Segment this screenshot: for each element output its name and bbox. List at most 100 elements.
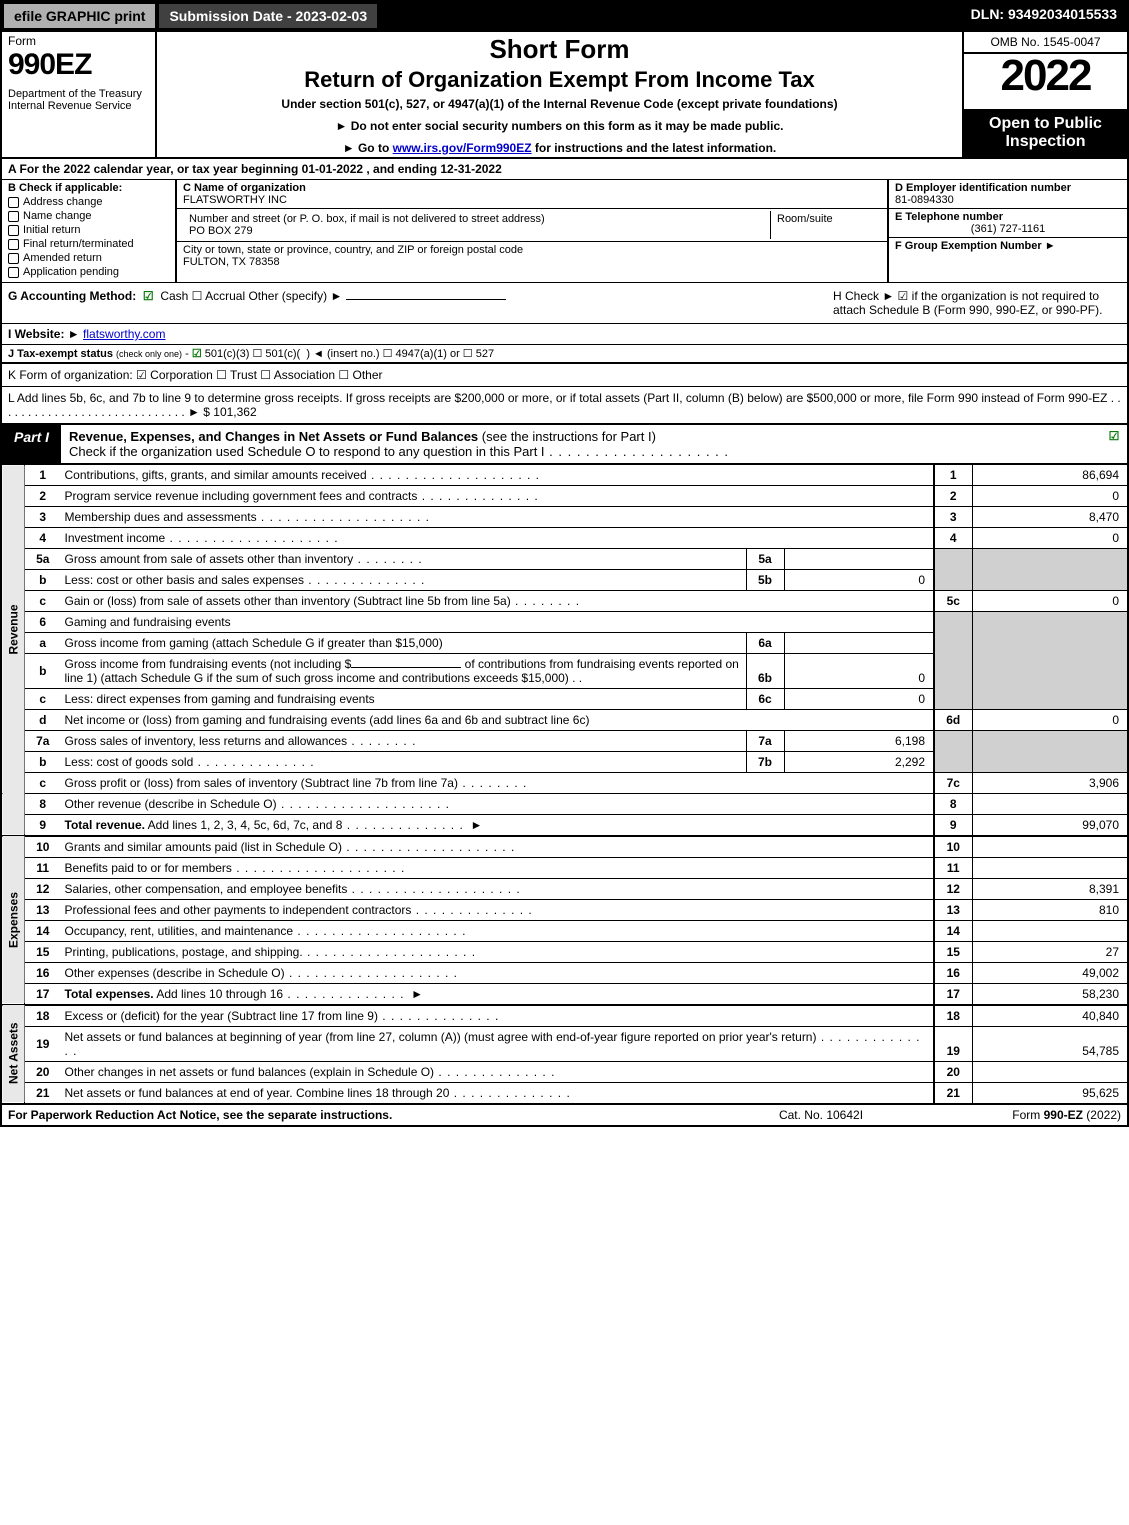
- result-num: 14: [934, 921, 972, 942]
- line-num: b: [25, 654, 61, 689]
- sub-val: 0: [784, 654, 934, 689]
- header-right: OMB No. 1545-0047 2022 Open to Public In…: [962, 32, 1127, 157]
- line-desc: Other changes in net assets or fund bala…: [61, 1062, 935, 1083]
- line-desc: Gaming and fundraising events: [61, 612, 935, 633]
- table-row: 19 Net assets or fund balances at beginn…: [2, 1027, 1127, 1062]
- submission-date-button[interactable]: Submission Date - 2023-02-03: [157, 2, 379, 30]
- table-row: 2 Program service revenue including gove…: [2, 486, 1127, 507]
- line-desc: Printing, publications, postage, and shi…: [61, 942, 935, 963]
- line-num: 15: [25, 942, 61, 963]
- result-val: 58,230: [972, 984, 1127, 1005]
- sub-num: 6c: [746, 689, 784, 710]
- line-num: 12: [25, 879, 61, 900]
- netassets-table: Net Assets 18 Excess or (deficit) for th…: [2, 1004, 1127, 1103]
- table-row: Revenue 1 Contributions, gifts, grants, …: [2, 465, 1127, 486]
- line-num: 10: [25, 836, 61, 858]
- table-row: 5a Gross amount from sale of assets othe…: [2, 549, 1127, 570]
- fill-line[interactable]: [351, 667, 461, 668]
- chk-application-pending[interactable]: Application pending: [8, 266, 169, 278]
- chk-final-return[interactable]: Final return/terminated: [8, 238, 169, 250]
- group-exemption-block: F Group Exemption Number ►: [889, 238, 1127, 254]
- line-desc: Net assets or fund balances at beginning…: [61, 1027, 935, 1062]
- line-num: 18: [25, 1005, 61, 1027]
- other-specify-line[interactable]: [346, 299, 506, 300]
- chk-name-change[interactable]: Name change: [8, 210, 169, 222]
- table-row: 15 Printing, publications, postage, and …: [2, 942, 1127, 963]
- result-val: [972, 858, 1127, 879]
- table-row: 12 Salaries, other compensation, and emp…: [2, 879, 1127, 900]
- sub-val: 0: [784, 570, 934, 591]
- result-num: 17: [934, 984, 972, 1005]
- chk-initial-return[interactable]: Initial return: [8, 224, 169, 236]
- result-num: 19: [934, 1027, 972, 1062]
- result-val: 40,840: [972, 1005, 1127, 1027]
- section-c: C Name of organization FLATSWORTHY INC N…: [177, 180, 887, 282]
- line-num: 6: [25, 612, 61, 633]
- footer-mid: Cat. No. 10642I: [721, 1108, 921, 1122]
- form-word: Form: [8, 34, 149, 48]
- chk-label: Application pending: [23, 266, 119, 278]
- tel-label: E Telephone number: [895, 211, 1003, 223]
- chk-label: Initial return: [23, 224, 80, 236]
- result-val: [972, 921, 1127, 942]
- line-num: 9: [25, 815, 61, 836]
- street-label: Number and street (or P. O. box, if mail…: [189, 213, 545, 225]
- section-def: D Employer identification number 81-0894…: [887, 180, 1127, 282]
- checkbox-icon: [8, 253, 19, 264]
- result-num: 8: [934, 794, 972, 815]
- chk-amended-return[interactable]: Amended return: [8, 252, 169, 264]
- part-check-line: Check if the organization used Schedule …: [69, 444, 545, 459]
- result-val: 0: [972, 528, 1127, 549]
- form-number: 990EZ: [8, 48, 149, 82]
- page-footer: For Paperwork Reduction Act Notice, see …: [2, 1103, 1127, 1125]
- line-num: 20: [25, 1062, 61, 1083]
- line-desc: Net assets or fund balances at end of ye…: [61, 1083, 935, 1104]
- result-val: [972, 1062, 1127, 1083]
- chk-label: Amended return: [23, 252, 102, 264]
- efile-print-button[interactable]: efile GRAPHIC print: [2, 2, 157, 30]
- line-desc: Total expenses. Add lines 10 through 16 …: [61, 984, 935, 1005]
- line-num: 7a: [25, 731, 61, 752]
- title-return: Return of Organization Exempt From Incom…: [161, 67, 958, 93]
- result-num: 18: [934, 1005, 972, 1027]
- tel-block: E Telephone number (361) 727-1161: [889, 209, 1127, 238]
- irs-link[interactable]: www.irs.gov/Form990EZ: [393, 141, 532, 155]
- website-label: I Website: ►: [8, 327, 80, 341]
- grayed-cell: [934, 549, 972, 591]
- table-row: d Net income or (loss) from gaming and f…: [2, 710, 1127, 731]
- table-row: 17 Total expenses. Add lines 10 through …: [2, 984, 1127, 1005]
- line-num: 16: [25, 963, 61, 984]
- line-desc: Gain or (loss) from sale of assets other…: [61, 591, 935, 612]
- dln-label: DLN: 93492034015533: [961, 2, 1127, 30]
- result-val: 99,070: [972, 815, 1127, 836]
- line-num: 2: [25, 486, 61, 507]
- website-link[interactable]: flatsworthy.com: [83, 327, 165, 341]
- table-row: 21 Net assets or fund balances at end of…: [2, 1083, 1127, 1104]
- result-val: 54,785: [972, 1027, 1127, 1062]
- line-desc: Grants and similar amounts paid (list in…: [61, 836, 935, 858]
- line-desc: Net income or (loss) from gaming and fun…: [61, 710, 935, 731]
- sub-val: [784, 633, 934, 654]
- line-num: b: [25, 570, 61, 591]
- result-val: 8,470: [972, 507, 1127, 528]
- line-num: c: [25, 591, 61, 612]
- line-l-text: L Add lines 5b, 6c, and 7b to line 9 to …: [8, 391, 1121, 419]
- org-name-value: FLATSWORTHY INC: [183, 194, 287, 206]
- note-ssn: ► Do not enter social security numbers o…: [161, 119, 958, 133]
- line-desc: Gross income from fundraising events (no…: [61, 654, 747, 689]
- line-desc: Less: cost of goods sold: [61, 752, 747, 773]
- line-num: 1: [25, 465, 61, 486]
- netassets-side-label: Net Assets: [2, 1005, 25, 1103]
- line-j: J Tax-exempt status (check only one) - ☑…: [2, 344, 1127, 362]
- side-spacer: [2, 794, 25, 836]
- line-num: b: [25, 752, 61, 773]
- table-row: 8 Other revenue (describe in Schedule O)…: [2, 794, 1127, 815]
- checkbox-icon: [8, 211, 19, 222]
- line-num: 14: [25, 921, 61, 942]
- table-row: 6 Gaming and fundraising events: [2, 612, 1127, 633]
- line-desc: Investment income: [61, 528, 935, 549]
- part-checkbox[interactable]: ☑: [1101, 425, 1127, 463]
- revenue-side-label: Revenue: [2, 465, 25, 794]
- chk-address-change[interactable]: Address change: [8, 196, 169, 208]
- result-val: [972, 794, 1127, 815]
